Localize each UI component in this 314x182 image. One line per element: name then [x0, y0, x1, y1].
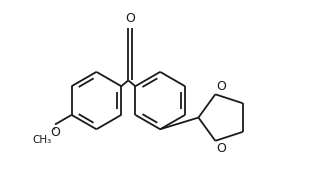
- Text: O: O: [216, 80, 226, 93]
- Text: O: O: [50, 126, 60, 139]
- Text: O: O: [216, 143, 226, 155]
- Text: O: O: [125, 12, 135, 25]
- Text: CH₃: CH₃: [33, 135, 52, 145]
